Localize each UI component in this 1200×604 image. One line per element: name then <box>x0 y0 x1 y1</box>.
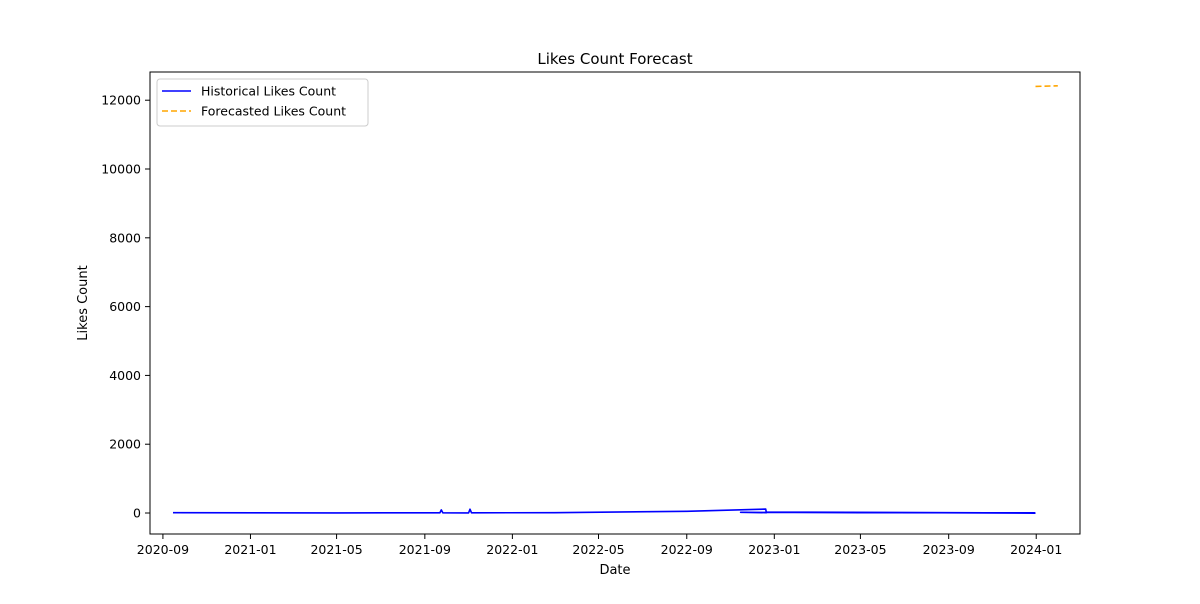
x-tick-label: 2020-09 <box>137 542 189 557</box>
x-tick-label: 2021-05 <box>310 542 362 557</box>
x-tick-label: 2022-05 <box>572 542 624 557</box>
plot-area-frame <box>149 71 1081 535</box>
x-tick-label: 2023-01 <box>748 542 800 557</box>
x-tick-label: 2023-05 <box>834 542 886 557</box>
legend-box <box>156 78 369 127</box>
legend-label-0: Historical Likes Count <box>201 84 336 99</box>
y-tick-label: 0 <box>133 506 141 521</box>
y-tick-label: 6000 <box>109 299 141 314</box>
y-tick-label: 12000 <box>101 93 141 108</box>
data-layer <box>172 85 1058 515</box>
x-tick-label: 2021-09 <box>399 542 451 557</box>
legend-label-1: Forecasted Likes Count <box>201 104 346 119</box>
x-tick-label: 2023-09 <box>923 542 975 557</box>
series-line-1 <box>1035 85 1058 88</box>
ticks-layer: 2020-09 2021-01 2021-05 2021-09 2022-01 2022-… <box>101 93 1062 557</box>
x-tick-label: 2022-09 <box>661 542 713 557</box>
legend: Historical Likes Count Forecasted Likes C… <box>156 78 369 127</box>
x-tick-label: 2024-01 <box>1010 542 1062 557</box>
y-tick-label: 2000 <box>109 437 141 452</box>
series-line-0 <box>172 508 1036 515</box>
x-tick-label: 2021-01 <box>224 542 276 557</box>
y-tick-label: 4000 <box>109 368 141 383</box>
chart-title: Likes Count Forecast <box>537 50 692 68</box>
y-axis-label: Likes Count <box>76 265 91 340</box>
x-axis-label: Date <box>599 563 630 578</box>
x-tick-label: 2022-01 <box>486 542 538 557</box>
y-tick-label: 10000 <box>101 162 141 177</box>
y-tick-label: 8000 <box>109 230 141 245</box>
